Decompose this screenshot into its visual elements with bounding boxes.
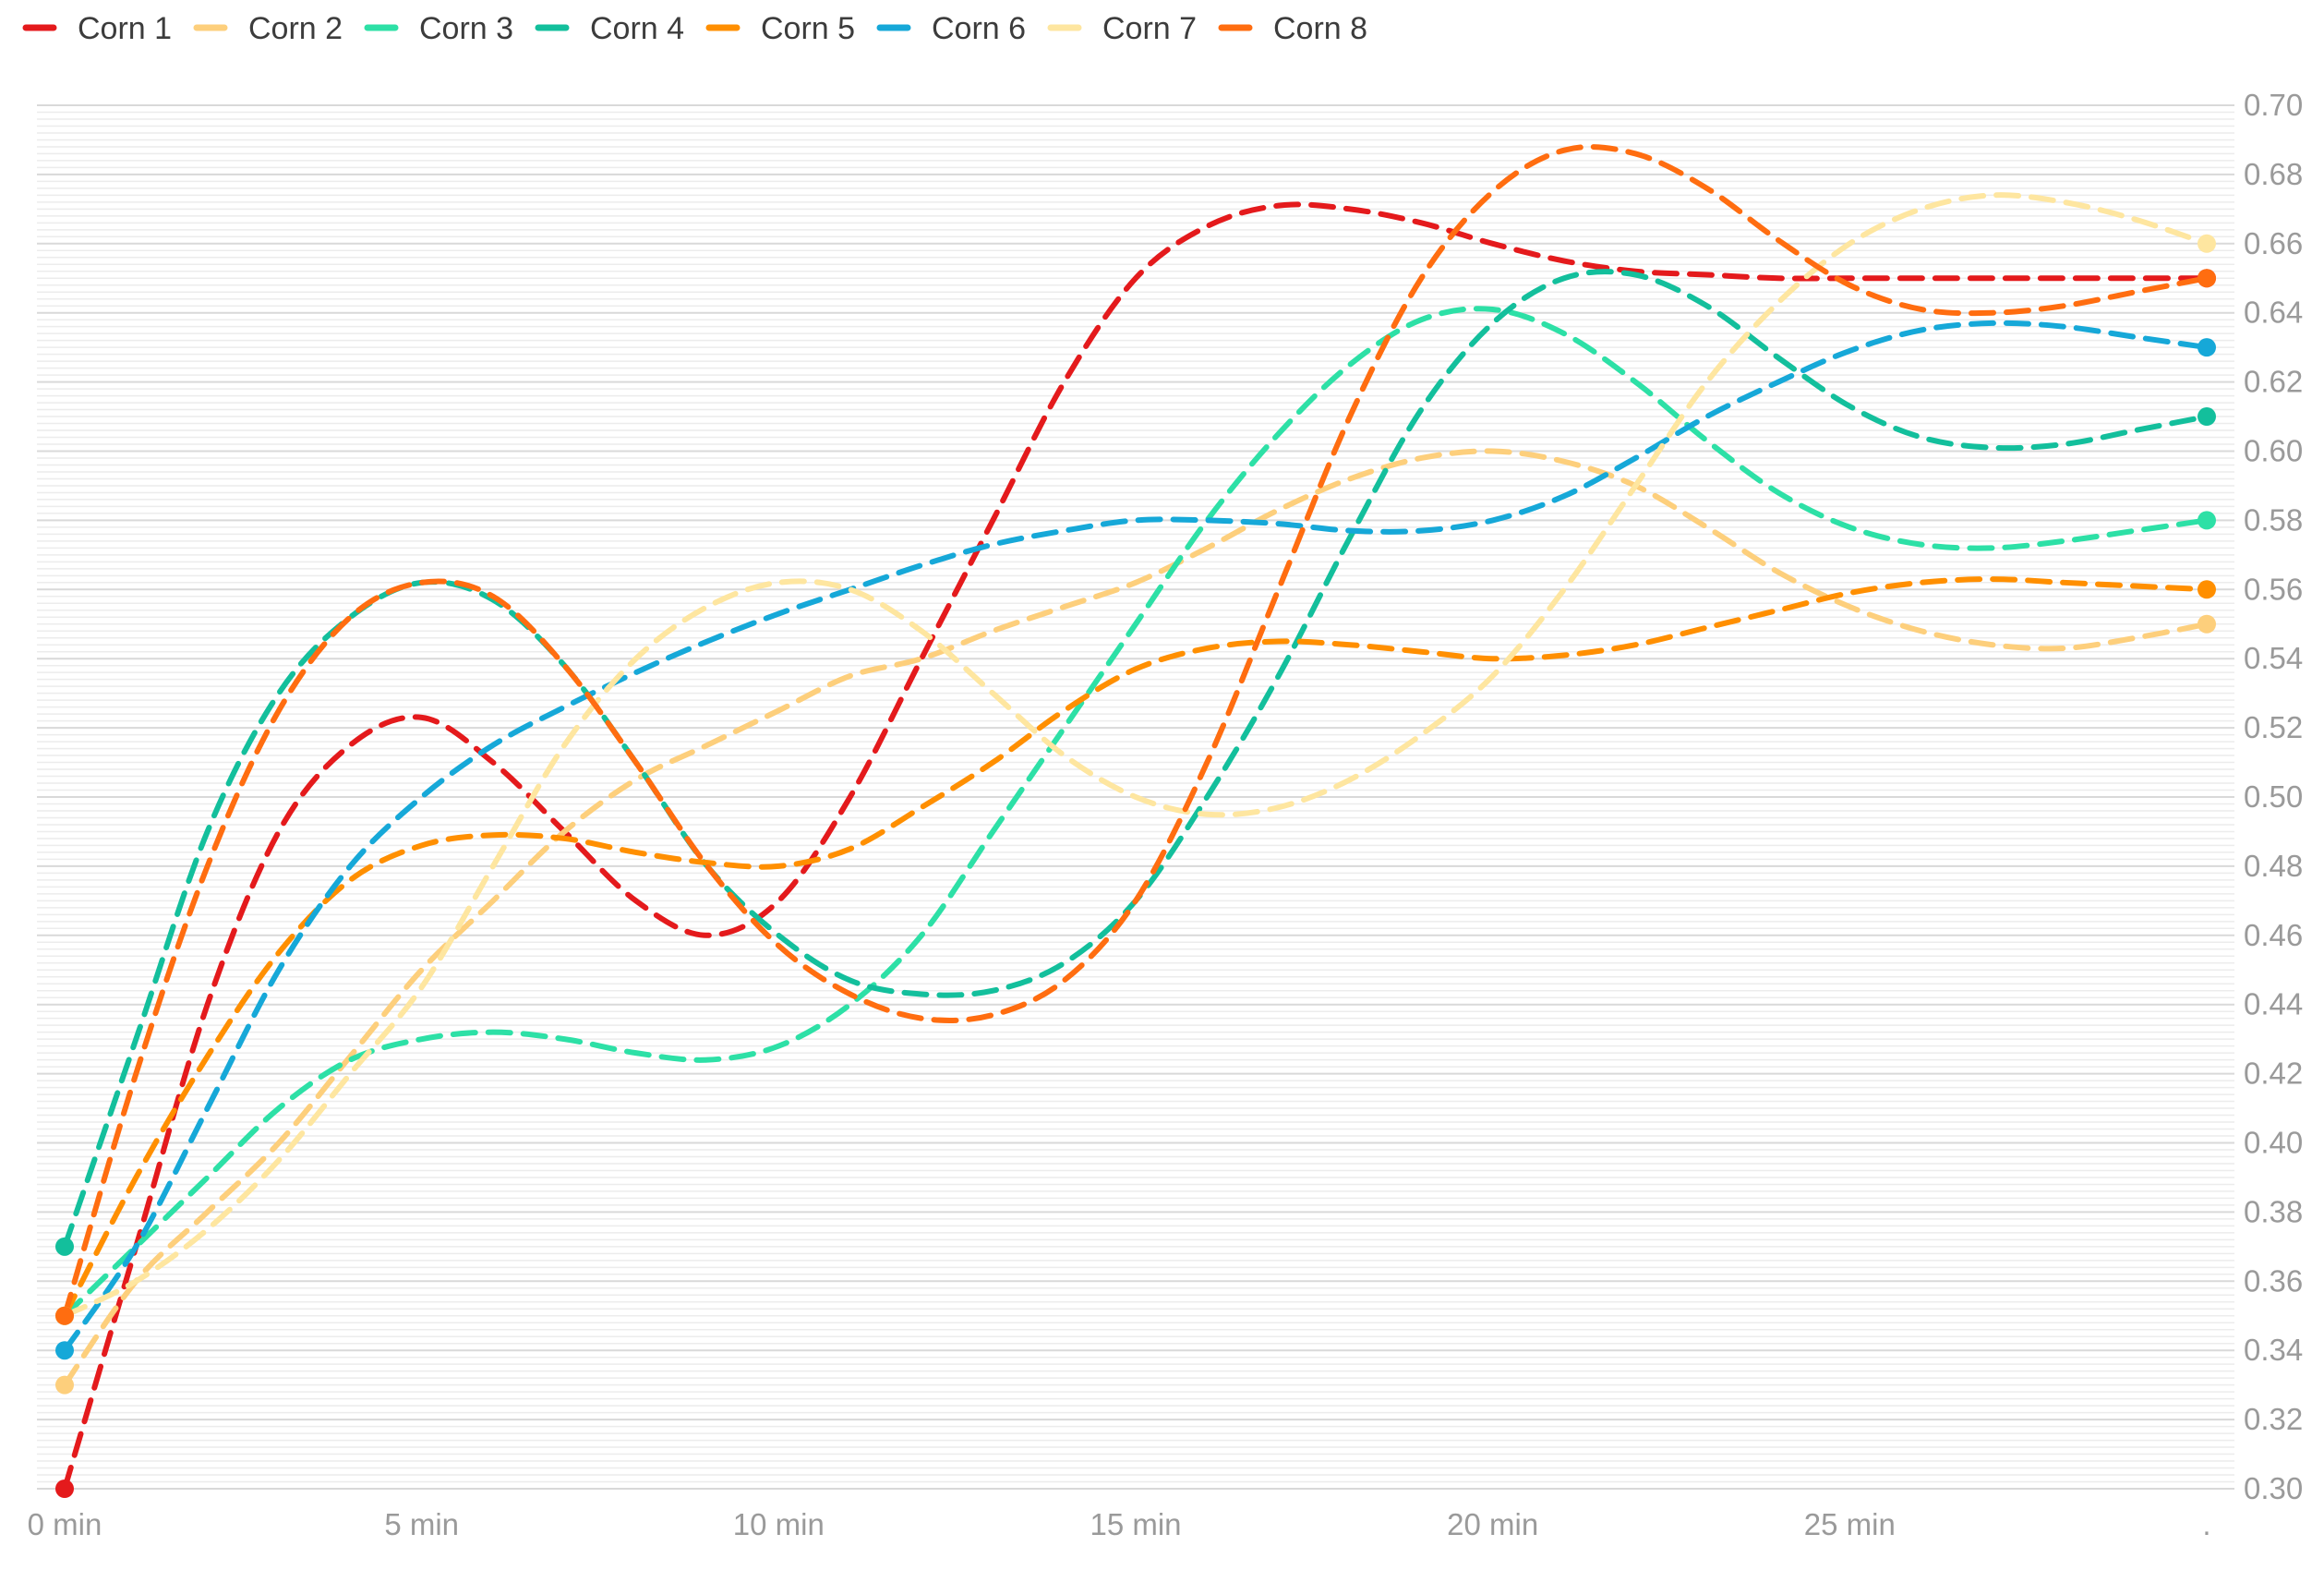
x-tick-label: 20 min <box>1447 1507 1538 1541</box>
y-tick-label: 0.48 <box>2244 849 2303 883</box>
x-tick-label: 10 min <box>733 1507 825 1541</box>
series-end-point-5 <box>2198 580 2216 598</box>
series-start-point-2 <box>55 1376 74 1395</box>
y-tick-label: 0.36 <box>2244 1263 2303 1298</box>
x-tick-label: 25 min <box>1804 1507 1896 1541</box>
y-tick-label: 0.68 <box>2244 157 2303 191</box>
legend-label-6: Corn 6 <box>932 11 1026 46</box>
series-end-point-8 <box>2198 269 2216 287</box>
y-tick-label: 0.50 <box>2244 779 2303 814</box>
x-axis: 0 min 5 min 10 min 15 min 20 min 25 min. <box>28 1507 2211 1541</box>
y-tick-label: 0.34 <box>2244 1333 2303 1367</box>
x-tick-label: 15 min <box>1090 1507 1181 1541</box>
y-tick-label: 0.52 <box>2244 710 2303 744</box>
series-end-point-6 <box>2198 338 2216 356</box>
y-tick-label: 0.70 <box>2244 88 2303 122</box>
series-end-point-4 <box>2198 407 2216 426</box>
y-tick-label: 0.40 <box>2244 1126 2303 1160</box>
x-tick-label: 5 min <box>384 1507 459 1541</box>
y-tick-label: 0.56 <box>2244 572 2303 606</box>
legend-label-1: Corn 1 <box>78 11 172 46</box>
series-start-point-6 <box>55 1341 74 1359</box>
series-end-point-2 <box>2198 615 2216 634</box>
legend-label-8: Corn 8 <box>1273 11 1367 46</box>
y-tick-label: 0.58 <box>2244 502 2303 537</box>
x-tick-label: 0 min <box>28 1507 102 1541</box>
y-tick-label: 0.32 <box>2244 1402 2303 1436</box>
y-tick-label: 0.60 <box>2244 434 2303 468</box>
y-tick-label: 0.64 <box>2244 296 2303 330</box>
y-tick-label: 0.30 <box>2244 1471 2303 1505</box>
legend-label-3: Corn 3 <box>419 11 513 46</box>
y-tick-label: 0.62 <box>2244 365 2303 399</box>
y-tick-label: 0.38 <box>2244 1194 2303 1228</box>
y-axis: 0.30 0.32 0.34 0.36 0.38 0.40 0.42 0.44 0.46 0.48… <box>2244 88 2303 1505</box>
series-start-point-1 <box>55 1479 74 1498</box>
y-tick-label: 0.42 <box>2244 1057 2303 1091</box>
x-tick-label: . <box>2202 1507 2210 1541</box>
series-start-point-4 <box>55 1238 74 1256</box>
y-tick-label: 0.66 <box>2244 226 2303 260</box>
y-tick-label: 0.46 <box>2244 918 2303 952</box>
chart-legend: Corn 1 Corn 2 Corn 3 Corn 4 Corn 5 Corn 6 Corn… <box>26 11 1367 46</box>
y-tick-label: 0.44 <box>2244 987 2303 1021</box>
series-end-point-7 <box>2198 235 2216 253</box>
series-end-point-3 <box>2198 511 2216 529</box>
legend-label-7: Corn 7 <box>1102 11 1197 46</box>
legend-label-4: Corn 4 <box>590 11 684 46</box>
series-start-point-8 <box>55 1307 74 1325</box>
y-tick-label: 0.54 <box>2244 641 2303 675</box>
legend-label-2: Corn 2 <box>248 11 343 46</box>
legend-label-5: Corn 5 <box>761 11 855 46</box>
